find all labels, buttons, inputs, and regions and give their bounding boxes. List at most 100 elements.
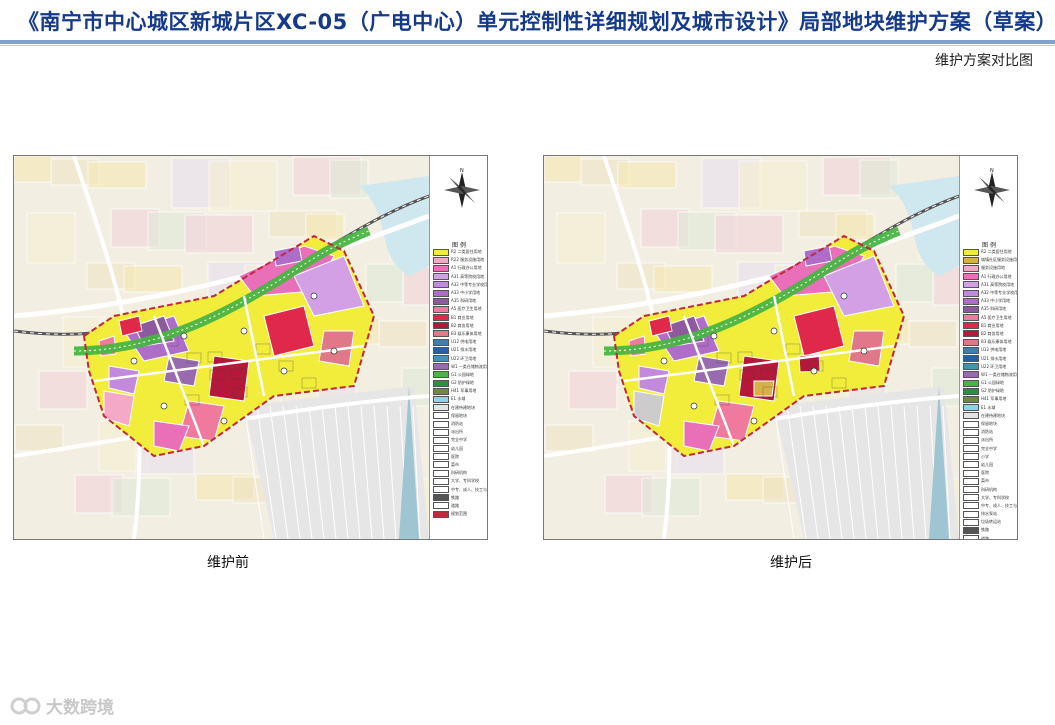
legend-swatch [963,371,979,379]
legend-label: 完全中学 [981,445,997,451]
legend-swatch [433,363,449,371]
legend-label: 消防站 [981,429,993,435]
legend-label: 在建待建地块 [451,404,475,410]
legend-swatch [433,486,449,494]
legend-item: 消防站 [433,420,487,428]
context-parcel [208,160,278,212]
internal-road [772,295,796,397]
legend-label: 中专、成人、技工与业余学校 [981,502,1017,508]
legend-item: 大学、专科学校 [433,477,487,485]
legend-item: 道路 [963,535,1017,540]
legend-item: G1 公园绿地 [963,379,1017,387]
planning-boundary [612,234,906,458]
existing-area [244,386,429,539]
legend-swatch [963,363,979,371]
context-road [347,405,361,539]
context-road [877,405,891,539]
land-parcel [108,365,140,395]
legend-label: 道路 [451,502,459,508]
facility-marker [750,417,758,425]
legend-label: U21 排水用地 [451,347,477,353]
context-parcel [329,159,369,199]
context-parcel [378,320,428,348]
context-parcel [14,424,64,452]
legend-label: H41 军事用地 [451,388,477,394]
legend-swatch [963,420,979,428]
legend-item: R22 服务设施用地 [433,256,487,264]
land-parcel [293,255,365,317]
context-parcel [14,156,53,183]
legend-label: W1 一类仓储物流用地 [981,371,1018,377]
context-parcel [568,370,618,410]
legend-swatch [433,453,449,461]
context-parcel [556,212,606,264]
legend-swatch [433,379,449,387]
legend-swatch [433,281,449,289]
context-parcel [544,156,583,183]
legend-label: 排水泵站 [981,511,997,517]
context-road [864,405,879,539]
land-use-map-before [14,156,429,539]
legend-label: R22 服务设施用地 [451,257,485,263]
internal-road [623,344,895,383]
hatched-parcel [737,351,753,363]
legend-swatch [963,404,979,412]
legend-swatch [963,256,979,264]
legend-swatch [433,355,449,363]
context-road [903,405,915,539]
hatched-parcel [186,352,202,364]
legend-label: 大学、专科学校 [451,478,479,484]
context-road [282,405,301,539]
legend-item: B1 商业用地 [433,314,487,322]
legend-swatch [433,297,449,305]
legend-swatch [433,428,449,436]
legend-label: 科研机构 [451,470,467,476]
legend-label: U12 供电用地 [981,347,1007,353]
context-parcel [544,424,594,452]
legend-swatch [963,395,979,403]
facility-marker [160,402,168,410]
legend-label: A31 高等院校用地 [981,281,1015,287]
hatched-parcel [762,386,778,398]
north-arrow-icon [974,172,1010,208]
legend-item: 幼儿园 [433,445,487,453]
legend-swatch [963,264,979,272]
watermark-text: 大数跨境 [46,698,114,718]
legend-swatch [433,248,449,256]
legend-item: 垃圾转运站 [963,518,1017,526]
hatched-parcel [716,352,732,364]
legend-label: B3 娱乐康体用地 [981,339,1012,345]
legend-item: 排水泵站 [963,510,1017,518]
legend-label: 医院 [981,470,989,476]
legend-label: 小学 [981,453,989,459]
context-parcel [184,214,254,254]
planning-boundary [82,234,376,458]
context-parcel [38,370,88,410]
hatched-parcel [232,386,248,398]
context-road [890,405,903,539]
legend-swatch [963,305,979,313]
legend-swatch [963,453,979,461]
legend-item: B3 娱乐康体用地 [433,330,487,338]
legend-title: 图 例 [452,242,466,249]
legend-label: 保留地块 [981,421,997,427]
hatched-parcel [831,377,847,389]
legend-label: 道路 [981,535,989,540]
river [399,386,419,539]
legend-label: U21 排水用地 [981,355,1007,361]
legend-item: 菜市 [963,477,1017,485]
legend-item: 中专、成人、技工与业余学校 [433,485,487,494]
context-parcel [653,265,713,293]
page-subtitle: 维护方案对比图 [935,53,1033,69]
legend-item: U12 供电用地 [433,338,487,346]
context-road [799,405,819,539]
context-road [786,405,807,539]
legend-label: A32 中等专业学校用地 [451,281,488,287]
legend-label: A31 高等院校用地 [451,273,485,279]
context-parcel [87,161,147,189]
legend-item: 城镇社区服务设施用地 [963,256,1017,264]
legend-swatch [963,322,979,330]
legend-item: 完全中学 [963,445,1017,453]
legend-item: A5 医疗卫生用地 [963,314,1017,322]
legend-swatch [963,502,979,510]
